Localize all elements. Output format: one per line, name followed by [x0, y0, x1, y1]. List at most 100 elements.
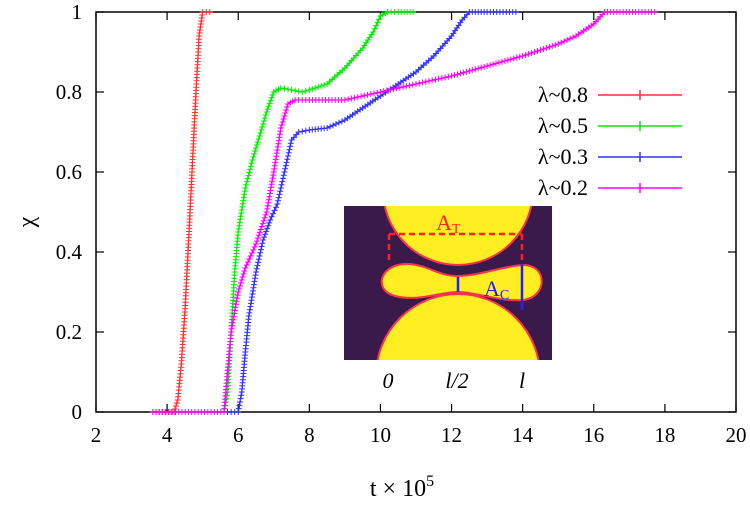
data-point [237, 213, 244, 220]
data-point [454, 71, 461, 78]
data-point [252, 148, 259, 154]
data-point [534, 48, 541, 54]
data-point [246, 256, 253, 262]
data-point [239, 274, 246, 280]
data-point [558, 39, 565, 46]
data-point [540, 46, 547, 52]
data-point [249, 287, 256, 294]
tick-group: 2 4 6 8 10 12 14 16 18 20 0 0.2 0.4 0.6 0.8 1 [56, 0, 747, 447]
data-point [254, 235, 261, 242]
data-point [252, 272, 259, 279]
data-point [281, 169, 288, 175]
data-point [282, 165, 289, 172]
data-point [466, 68, 473, 74]
data-point [448, 73, 455, 79]
data-point [370, 29, 377, 35]
data-point [390, 86, 397, 93]
data-point [251, 244, 258, 250]
data-point [387, 86, 394, 93]
data-point [253, 142, 260, 148]
data-point [239, 200, 246, 207]
data-point [516, 53, 523, 60]
data-point [236, 219, 243, 226]
data-point [460, 69, 467, 76]
data-point [429, 77, 436, 84]
y-tick-label: 0.4 [56, 240, 83, 264]
data-point [445, 73, 452, 80]
y-tick-label: 0.8 [56, 80, 82, 104]
data-point [272, 159, 279, 166]
data-point [245, 259, 251, 265]
x-tick-label: 20 [726, 423, 747, 447]
data-point [302, 88, 309, 94]
data-point [513, 54, 520, 61]
data-point [251, 151, 258, 157]
data-point [264, 106, 271, 113]
data-point [249, 250, 255, 256]
data-point [238, 210, 245, 217]
data-point [271, 165, 278, 172]
series-group [149, 9, 658, 415]
data-point [173, 400, 180, 406]
data-point [373, 22, 380, 29]
data-point [253, 269, 259, 275]
x-tick-label: 12 [441, 423, 462, 447]
x-axis-title-main: t × 10 [370, 476, 426, 502]
data-point [282, 110, 289, 116]
data-point [243, 262, 250, 268]
data-point [498, 58, 505, 65]
data-point [237, 283, 243, 289]
data-point [438, 75, 445, 82]
data-point [229, 319, 236, 326]
inset-middle-droplet [380, 262, 543, 302]
data-point [257, 249, 264, 256]
data-point [257, 246, 264, 253]
data-point [512, 9, 519, 15]
data-point [234, 292, 241, 299]
data-point [306, 87, 313, 93]
data-point [244, 175, 251, 182]
data-point [335, 119, 342, 126]
data-point [237, 399, 243, 405]
data-point [277, 128, 284, 135]
legend: λ~0.8 λ~0.5 λ~0.3 λ~0.2 [538, 82, 682, 200]
data-point [278, 122, 285, 128]
data-point [383, 87, 390, 94]
legend-label: λ~0.3 [538, 144, 588, 169]
data-point [255, 259, 262, 266]
data-point [481, 63, 488, 70]
data-point [250, 284, 257, 291]
data-point [239, 203, 246, 210]
data-point [263, 109, 270, 115]
data-point [251, 275, 258, 282]
data-point [242, 265, 249, 271]
data-point [409, 81, 416, 88]
data-point [248, 160, 255, 167]
data-point [493, 60, 499, 67]
data-point [270, 169, 277, 175]
x-tick-label: 14 [512, 423, 534, 447]
data-point [403, 83, 410, 90]
data-point [258, 243, 265, 250]
data-point [259, 220, 266, 227]
data-point [265, 196, 272, 203]
data-point [435, 75, 442, 82]
data-point [442, 74, 449, 81]
data-point [276, 131, 283, 138]
data-point [327, 123, 334, 130]
data-point [235, 409, 242, 415]
data-point [348, 95, 355, 102]
data-point [487, 62, 494, 69]
data-point [302, 127, 309, 134]
data-point [280, 116, 287, 122]
data-point [564, 37, 571, 43]
data-point [206, 9, 213, 15]
data-point [232, 304, 239, 311]
data-point [324, 125, 331, 131]
inset-x-label-l: l [519, 368, 525, 393]
data-point [229, 322, 236, 329]
x-tick-label: 10 [370, 423, 391, 447]
inset-label-ac: AC [484, 276, 509, 303]
data-point [262, 231, 269, 238]
data-point [284, 104, 291, 110]
